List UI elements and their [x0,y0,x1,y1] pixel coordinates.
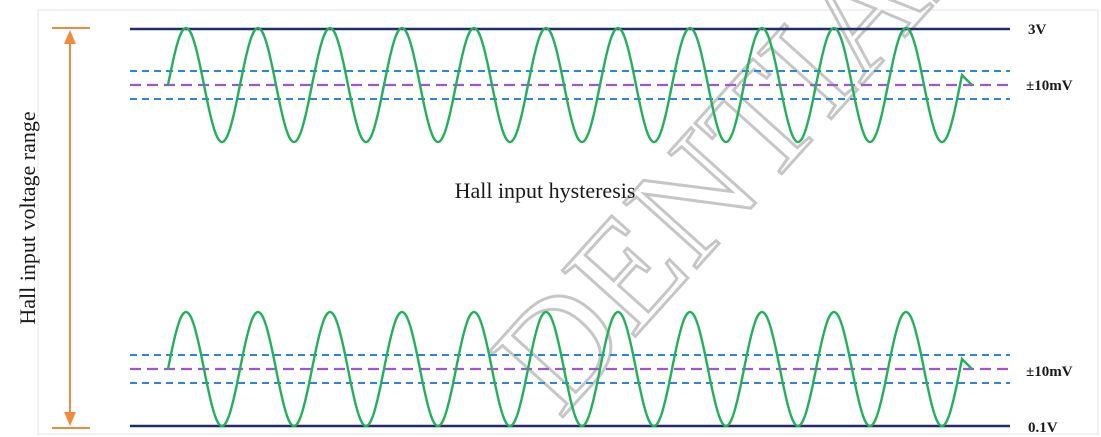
center-title: Hall input hysteresis [455,178,636,203]
voltage-range-arrow [52,27,90,429]
bottom-rail-label: 0.1V [1028,420,1058,436]
bottom-band-label: ±10mV [1026,364,1073,380]
diagram-frame [37,9,1099,435]
watermark: DENTIAL [460,0,1021,437]
axis-title: Hall input voltage range [15,111,40,324]
top-sine-wave [166,26,973,144]
bottom-sine-wave [166,310,973,428]
top-rail-label: 3V [1028,22,1047,38]
svg-text:DENTIAL: DENTIAL [461,0,1019,437]
top-band-label: ±10mV [1026,78,1073,94]
